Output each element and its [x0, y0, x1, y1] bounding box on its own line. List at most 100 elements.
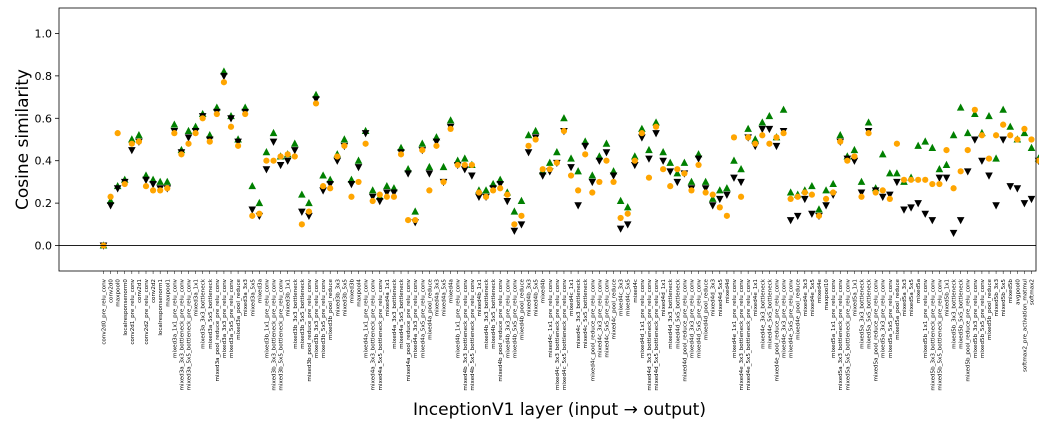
point-triangle-down: [893, 178, 901, 187]
x-tick-label: mixed3b: [349, 279, 355, 304]
x-tick-label: mixed4b_5x5_pre_relu_conv: [512, 278, 518, 358]
x-tick-label: conv2d2_pre_relu_conv: [144, 278, 150, 344]
x-tick-label: mixed3a_pool_reduce: [236, 278, 242, 339]
point-circle: [433, 142, 440, 149]
x-tick-label: mixed4c_pool_reduce: [612, 278, 618, 339]
x-tick-label: mixed4d_1x1_pre_relu_conv: [640, 278, 646, 358]
point-circle: [185, 140, 192, 147]
point-triangle-up: [326, 175, 334, 183]
x-tick-label: avgpool0: [1015, 279, 1021, 305]
point-circle: [830, 189, 837, 196]
point-triangle-down: [106, 202, 115, 210]
point-circle: [936, 180, 943, 188]
point-triangle-up: [205, 131, 214, 139]
x-tick-label: mixed3a_5x5_bottleneck_pre_relu_conv: [187, 278, 193, 390]
point-triangle-up: [517, 196, 526, 205]
point-circle: [383, 193, 390, 200]
x-tick-label: mixed5a_5x5: [909, 279, 915, 317]
x-tick-label: localresponsenorm0: [123, 279, 129, 336]
point-triangle-up: [595, 152, 604, 160]
point-circle: [815, 212, 823, 219]
point-triangle-up: [836, 131, 845, 139]
point-triangle-up: [723, 184, 731, 192]
point-triangle-down: [935, 174, 944, 182]
x-tick-label: mixed3b_5x5_bottleneck: [300, 278, 306, 349]
point-triangle-down: [793, 212, 802, 221]
point-circle: [737, 193, 745, 200]
point-circle: [702, 189, 709, 196]
point-triangle-down: [567, 164, 575, 172]
point-circle: [716, 204, 723, 211]
x-tick-label: mixed4a_pool_reduce: [427, 278, 433, 339]
x-tick-label: mixed4e_3x3_pre_relu_conv: [782, 278, 788, 358]
point-triangle-up: [553, 148, 561, 156]
point-triangle-up: [623, 203, 632, 211]
point-triangle-down: [772, 142, 781, 151]
point-triangle-up: [560, 114, 568, 122]
point-triangle-down: [914, 200, 922, 208]
point-circle: [256, 210, 263, 217]
point-circle: [490, 187, 497, 194]
x-tick-label: mixed4b_5x5_bottleneck_pre_relu_conv: [470, 278, 476, 390]
point-triangle-down: [928, 217, 937, 225]
x-tick-label: mixed4d_5x5_pre_relu_conv: [697, 278, 703, 358]
x-tick-label: mixed4b_pool_reduce: [519, 278, 525, 340]
point-triangle-down: [375, 198, 384, 206]
x-tick-label: mixed4e_5x5_pre_relu_conv: [789, 278, 795, 358]
point-triangle-up: [290, 139, 299, 147]
point-triangle-down: [588, 178, 597, 187]
point-triangle-down: [1013, 185, 1022, 193]
point-triangle-up: [418, 139, 427, 147]
data-marks: [99, 67, 1039, 250]
point-circle: [872, 189, 879, 196]
point-circle: [624, 210, 631, 217]
point-circle: [730, 134, 738, 141]
point-triangle-down: [524, 149, 533, 157]
point-triangle-down: [262, 166, 271, 174]
point-circle: [610, 178, 617, 186]
point-circle: [638, 130, 645, 137]
point-triangle-down: [333, 157, 342, 165]
point-triangle-down: [142, 176, 150, 184]
x-tick-label: mixed5b_pool_reduce_pre_relu_conv: [966, 278, 972, 381]
x-tick-label: mixed3a_3x3_bottleneck_pre_relu_conv: [179, 278, 185, 390]
point-triangle-up: [354, 156, 363, 164]
point-triangle-up: [751, 135, 760, 143]
point-triangle-up: [453, 156, 462, 164]
point-triangle-down: [305, 212, 313, 221]
point-triangle-up: [956, 103, 965, 111]
point-circle: [617, 214, 624, 222]
point-circle: [192, 130, 199, 137]
point-triangle-down: [496, 181, 505, 189]
point-triangle-down: [390, 189, 398, 197]
point-triangle-up: [914, 141, 922, 149]
x-tick-label: mixed3b_3x3_pre_relu_conv: [314, 278, 320, 358]
point-triangle-up: [716, 186, 724, 194]
point-triangle-down: [574, 202, 582, 210]
point-triangle-up: [985, 111, 993, 120]
point-triangle-down: [716, 195, 724, 204]
x-tick-label: mixed5b: [1008, 279, 1014, 304]
point-triangle-up: [425, 162, 434, 171]
x-tick-label: mixed4c_5x5_pre_relu_conv: [604, 278, 610, 357]
x-tick-label: softmax2: [1030, 279, 1036, 305]
x-tick-label: mixed4e_5x5_bottleneck: [767, 278, 773, 349]
point-circle: [553, 159, 560, 166]
point-triangle-down: [361, 130, 370, 138]
point-triangle-up: [368, 186, 377, 194]
point-triangle-down: [298, 208, 306, 216]
point-triangle-up: [786, 188, 795, 196]
point-circle: [334, 153, 341, 160]
x-tick-label: mixed4b: [541, 279, 547, 304]
point-triangle-up: [638, 124, 646, 132]
x-tick-label: mixed3b_3x3_bottleneck_pre_relu_conv: [272, 278, 278, 390]
point-triangle-up: [248, 181, 257, 190]
point-triangle-up: [383, 181, 391, 190]
point-triangle-down: [517, 221, 526, 229]
x-tick-label: maxpool0: [116, 279, 122, 307]
x-tick-label: mixed4e_pool_reduce: [796, 278, 802, 339]
x-tick-label: mixed4a_3x3_bottleneck_pre_relu_conv: [371, 278, 377, 390]
point-circle: [759, 132, 766, 139]
x-tick-label: mixed5b_5x5_bottleneck_pre_relu_conv: [937, 278, 943, 390]
point-triangle-up: [524, 131, 533, 139]
